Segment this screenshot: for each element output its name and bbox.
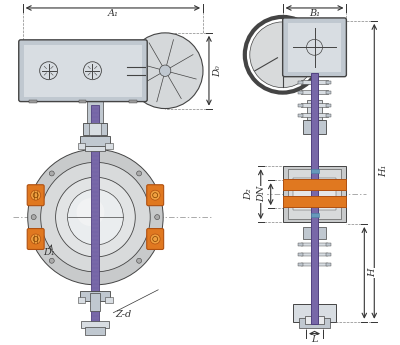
Circle shape: [250, 22, 316, 88]
Circle shape: [150, 190, 160, 200]
Bar: [78, 297, 86, 303]
Bar: [298, 114, 302, 117]
Bar: [311, 73, 318, 324]
Bar: [310, 213, 318, 217]
FancyBboxPatch shape: [283, 18, 346, 77]
Text: H: H: [368, 269, 377, 277]
Circle shape: [93, 215, 98, 219]
FancyBboxPatch shape: [27, 185, 44, 206]
Circle shape: [28, 149, 163, 285]
Bar: [78, 100, 86, 102]
Circle shape: [93, 153, 98, 158]
Bar: [300, 112, 328, 117]
Bar: [80, 291, 110, 301]
Bar: [300, 80, 328, 83]
Bar: [298, 91, 302, 93]
FancyBboxPatch shape: [147, 185, 164, 206]
Circle shape: [56, 177, 135, 257]
Circle shape: [302, 43, 316, 57]
Bar: [300, 90, 328, 93]
Bar: [288, 169, 342, 219]
Bar: [302, 119, 326, 135]
Text: H₁: H₁: [379, 165, 388, 177]
Bar: [300, 253, 328, 256]
Bar: [293, 178, 336, 210]
Circle shape: [155, 215, 160, 219]
Bar: [298, 263, 302, 266]
Bar: [92, 105, 100, 329]
Text: D₀: D₀: [214, 65, 222, 77]
Bar: [302, 227, 326, 239]
Bar: [326, 104, 332, 107]
Bar: [326, 114, 332, 117]
Text: B₁: B₁: [309, 9, 320, 18]
Text: D₁: D₁: [44, 245, 55, 257]
Circle shape: [31, 215, 36, 219]
Bar: [105, 297, 113, 303]
Text: A₁: A₁: [108, 9, 118, 18]
Text: DN: DN: [257, 186, 266, 203]
Bar: [298, 81, 302, 83]
Bar: [326, 243, 332, 246]
FancyBboxPatch shape: [19, 40, 147, 101]
Bar: [306, 100, 322, 119]
Bar: [86, 327, 105, 335]
Bar: [90, 124, 102, 136]
Bar: [310, 169, 318, 173]
Bar: [283, 196, 346, 207]
Bar: [283, 179, 346, 190]
Bar: [326, 253, 332, 256]
Circle shape: [49, 258, 54, 263]
Bar: [105, 144, 113, 149]
Bar: [298, 318, 330, 328]
Bar: [326, 81, 332, 83]
Bar: [298, 104, 302, 107]
Circle shape: [93, 276, 98, 281]
Bar: [298, 243, 302, 246]
Text: L: L: [311, 335, 318, 344]
Bar: [80, 136, 110, 146]
Bar: [82, 321, 109, 328]
Bar: [326, 91, 332, 93]
Circle shape: [298, 38, 322, 62]
Circle shape: [31, 190, 41, 200]
Bar: [88, 100, 103, 129]
Circle shape: [68, 189, 123, 245]
Circle shape: [127, 33, 203, 109]
Bar: [29, 100, 37, 102]
Circle shape: [76, 198, 104, 226]
FancyBboxPatch shape: [27, 228, 44, 249]
Circle shape: [137, 258, 142, 263]
Circle shape: [31, 234, 41, 244]
Bar: [300, 243, 328, 246]
Text: Z-d: Z-d: [115, 310, 132, 319]
Circle shape: [41, 162, 150, 272]
Bar: [129, 100, 137, 102]
Circle shape: [160, 65, 171, 76]
Bar: [90, 293, 100, 311]
Bar: [304, 316, 324, 324]
Circle shape: [49, 171, 54, 176]
Bar: [293, 304, 336, 322]
Bar: [78, 144, 86, 149]
Text: D₂: D₂: [244, 188, 253, 200]
Bar: [24, 45, 142, 97]
Circle shape: [150, 234, 160, 244]
Bar: [300, 263, 328, 266]
Bar: [84, 124, 107, 136]
Bar: [283, 166, 346, 222]
Bar: [86, 146, 105, 151]
Bar: [300, 102, 328, 107]
Circle shape: [137, 171, 142, 176]
FancyBboxPatch shape: [147, 228, 164, 249]
Bar: [298, 253, 302, 256]
Bar: [326, 263, 332, 266]
Bar: [288, 23, 342, 72]
